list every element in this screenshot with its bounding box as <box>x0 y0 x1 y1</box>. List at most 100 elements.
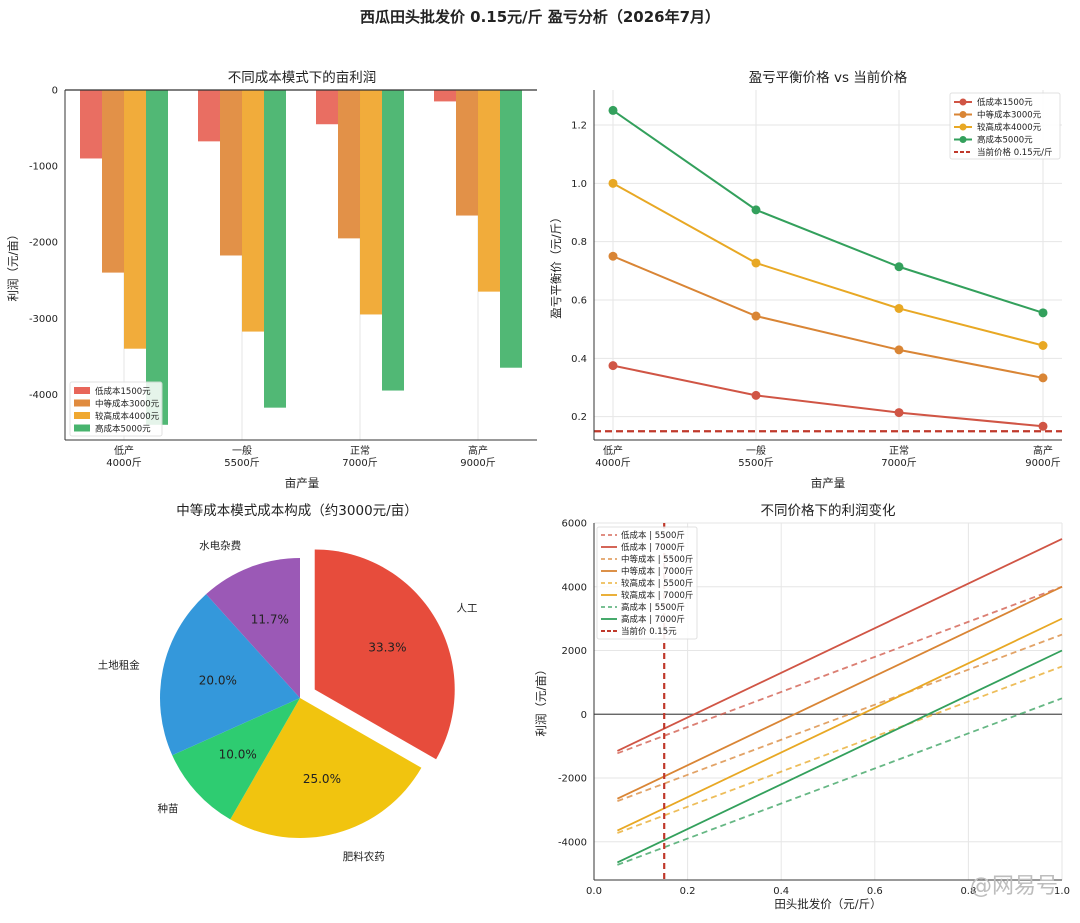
bar-chart-title: 不同成本模式下的亩利润 <box>228 69 377 86</box>
price-legend-box <box>596 526 698 640</box>
price-legend-label: 高成本 | 5500斤 <box>621 602 685 613</box>
price-series-line <box>617 538 1063 752</box>
breakeven-point <box>894 408 904 418</box>
pie-slice <box>206 558 300 698</box>
price-ytick-label: -2000 <box>558 774 587 785</box>
price-series-line <box>617 617 1063 832</box>
breakeven-point <box>1038 421 1048 431</box>
breakeven-legend-marker <box>959 111 967 118</box>
bar-legend-swatch <box>74 412 90 419</box>
bar-legend-label: 低成本1500元 <box>95 386 151 397</box>
bar <box>124 90 146 349</box>
price-xtick-label: 0.6 <box>867 886 883 897</box>
pie-slice <box>172 698 300 820</box>
bar-chart-xlabel: 亩产量 <box>285 476 320 490</box>
price-legend-label: 低成本 | 5500斤 <box>621 530 685 541</box>
breakeven-xtick-label: 低产 4000斤 <box>595 444 630 469</box>
breakeven-point <box>894 345 904 355</box>
breakeven-legend-label: 低成本1500元 <box>977 97 1033 108</box>
figure-title: 西瓜田头批发价 0.15元/斤 盈亏分析（2026年7月） <box>360 8 720 26</box>
pie-slice <box>314 549 455 760</box>
breakeven-point <box>751 205 761 215</box>
price-xtick-label: 0.0 <box>586 886 602 897</box>
price-profit-chart-ylabel: 利润（元/亩） <box>534 664 548 737</box>
breakeven-legend-label: 高成本5000元 <box>977 135 1033 146</box>
breakeven-legend-marker <box>959 98 967 106</box>
bar-legend-box <box>69 381 163 437</box>
bar <box>382 90 404 391</box>
breakeven-point <box>894 303 904 313</box>
breakeven-series-line <box>612 109 1044 314</box>
pie-slice-percent: 33.3% <box>368 640 406 654</box>
bar <box>220 90 242 256</box>
bar-chart: 不同成本模式下的亩利润 亩产量 利润（元/亩） 0 -1000 -2000 -3000… <box>6 69 537 490</box>
pie-slice-percent: 25.0% <box>303 772 341 786</box>
breakeven-ytick-label: 0.6 <box>571 296 587 307</box>
breakeven-ytick-label: 1.2 <box>571 121 587 132</box>
bar <box>198 90 220 142</box>
pie-slice-label: 人工 <box>456 602 477 614</box>
bar <box>500 90 522 368</box>
bar <box>102 90 124 273</box>
watermark: @网易号 <box>970 874 1058 899</box>
pie-slice <box>159 594 300 756</box>
price-ytick-label: 2000 <box>562 646 587 657</box>
price-ytick-label: 4000 <box>562 582 587 593</box>
price-series-line <box>617 649 1063 864</box>
bar-legend-swatch <box>74 424 90 432</box>
price-legend-label: 中等成本 | 7000斤 <box>621 566 693 577</box>
price-legend-label: 低成本 | 7000斤 <box>621 542 685 553</box>
pie-slice-label: 肥料农药 <box>343 850 385 863</box>
breakeven-chart-xlabel: 亩产量 <box>811 476 846 490</box>
price-legend-label: 高成本 | 7000斤 <box>621 614 685 625</box>
pie-slice-label: 水电杂费 <box>199 539 241 552</box>
bar <box>80 90 102 159</box>
breakeven-legend-label: 中等成本3000元 <box>977 110 1042 121</box>
breakeven-chart-title: 盈亏平衡价格 vs 当前价格 <box>749 69 908 86</box>
price-series-line <box>617 633 1063 802</box>
breakeven-legend-label: 较高成本4000元 <box>977 122 1042 133</box>
price-profit-chart: 不同价格下的利润变化 田头批发价（元/斤） 利润（元/亩） -4000 -2000… <box>534 503 1070 911</box>
pie-slice-percent: 10.0% <box>219 747 257 761</box>
price-ytick-label: 6000 <box>562 519 587 530</box>
pie-slice-percent: 11.7% <box>251 613 289 627</box>
breakeven-point <box>1038 373 1048 383</box>
price-legend-label: 较高成本 | 5500斤 <box>621 578 693 589</box>
breakeven-point <box>608 105 618 115</box>
breakeven-legend-box <box>949 92 1061 160</box>
breakeven-point <box>751 390 761 400</box>
bar-legend-label: 高成本5000元 <box>95 424 151 435</box>
breakeven-series-line <box>612 182 1044 347</box>
price-series-line <box>617 697 1063 866</box>
price-xtick-label: 1.0 <box>1054 886 1070 897</box>
breakeven-point <box>608 361 618 371</box>
bar <box>146 90 168 425</box>
breakeven-chart: 盈亏平衡价格 vs 当前价格 亩产量 盈亏平衡价（元/斤） 0.2 0.4 0.6 0… <box>549 69 1062 490</box>
breakeven-point <box>608 178 618 188</box>
breakeven-point <box>608 251 618 261</box>
bar-xtick-label: 一般 5500斤 <box>224 444 259 469</box>
pie-slice <box>230 698 422 839</box>
price-legend-label: 中等成本 | 5500斤 <box>621 554 693 565</box>
bar <box>242 90 264 332</box>
breakeven-xtick-label: 正常 7000斤 <box>881 444 916 469</box>
pie-chart-title: 中等成本模式成本构成（约3000元/亩） <box>176 502 417 519</box>
breakeven-xtick-label: 一般 5500斤 <box>738 444 773 469</box>
bar <box>456 90 478 216</box>
bar-xtick-label: 正常 7000斤 <box>342 444 377 469</box>
bar-chart-ylabel: 利润（元/亩） <box>6 229 20 302</box>
breakeven-point <box>751 311 761 321</box>
bar <box>264 90 286 408</box>
breakeven-point <box>894 262 904 272</box>
price-ytick-label: -4000 <box>558 837 587 848</box>
price-legend-label: 较高成本 | 7000斤 <box>621 590 693 601</box>
price-profit-chart-xlabel: 田头批发价（元/斤） <box>774 897 881 911</box>
breakeven-ytick-label: 0.4 <box>571 354 587 365</box>
bar-xtick-label: 低产 4000斤 <box>106 444 141 469</box>
bar-ytick-label: -3000 <box>29 314 58 325</box>
price-ytick-label: 0 <box>581 710 587 721</box>
bar-legend-label: 较高成本4000元 <box>95 411 160 422</box>
price-series-line <box>617 665 1063 834</box>
bar <box>478 90 500 292</box>
